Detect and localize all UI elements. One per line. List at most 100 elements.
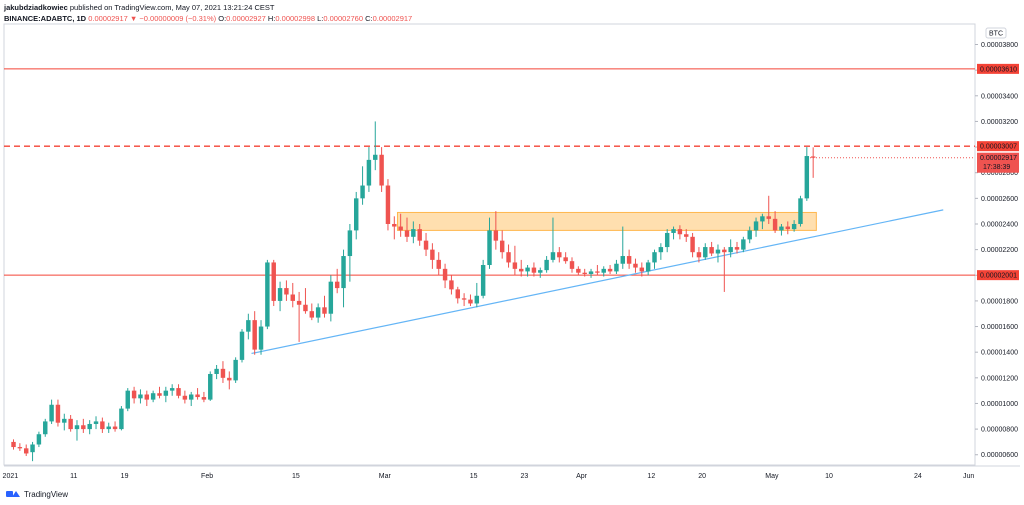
time-tick-label: 15	[470, 473, 478, 480]
candle-body	[411, 229, 416, 237]
candle-body	[157, 393, 162, 396]
level-price-label: 0.00003007	[980, 144, 1017, 151]
candle-body	[487, 230, 492, 266]
time-tick-label: 19	[121, 473, 129, 480]
candle-body	[182, 395, 188, 400]
countdown-label: 17:38:39	[983, 164, 1010, 171]
candle-body	[55, 404, 61, 423]
author-name[interactable]: jakubdziadkowiec	[4, 3, 68, 12]
candle-body	[246, 320, 251, 332]
candle-body	[557, 252, 562, 258]
candle-body	[658, 247, 664, 253]
candle-body	[328, 281, 334, 314]
candle-body	[341, 256, 346, 289]
time-tick-label: 20	[698, 473, 706, 480]
tradingview-brand: TradingView	[24, 489, 69, 499]
candle-body	[607, 268, 613, 272]
candle-body	[81, 425, 86, 430]
last-price-label: 0.00002917	[980, 155, 1017, 162]
candle-body	[563, 257, 568, 262]
candle-body	[474, 295, 480, 304]
consolidation-zone-layer	[396, 211, 817, 231]
time-tick-label: 10	[825, 473, 833, 480]
candle-body	[449, 280, 454, 290]
candle-body	[639, 267, 645, 272]
candle-body	[785, 226, 791, 230]
time-tick-label: Apr	[576, 473, 588, 480]
candle-body	[379, 154, 384, 186]
publish-info: published on TradingView.com, May 07, 20…	[69, 3, 275, 12]
level-price-badge	[977, 141, 1019, 152]
candle-body	[734, 247, 740, 250]
candle-body	[131, 390, 137, 399]
price-tick-label: 0.00002800	[981, 170, 1018, 177]
candle-body	[480, 265, 486, 296]
consolidation-zone	[396, 211, 817, 231]
price-tick-label: 0.00000600	[981, 452, 1018, 459]
candle-body	[760, 216, 765, 222]
candle-body	[620, 256, 625, 264]
time-tick-label: 23	[521, 473, 529, 480]
close-value: 0.00002917	[372, 14, 413, 23]
candle-body	[233, 359, 238, 381]
symbol-label[interactable]: BINANCE:ADABTC, 1D	[4, 14, 87, 23]
price-axis[interactable]: 0.000038000.000036000.000034000.00003200…	[975, 27, 1018, 459]
candle-body	[766, 216, 771, 219]
candle-body	[87, 423, 92, 430]
candle-body	[138, 394, 143, 399]
candle-body	[373, 154, 378, 160]
price-tick-label: 0.00001200	[981, 375, 1018, 382]
price-tick-label: 0.00001400	[981, 350, 1018, 357]
candle-body	[290, 294, 295, 301]
candle-body	[322, 307, 327, 314]
candle-body	[398, 226, 403, 231]
candle-body	[347, 230, 353, 257]
price-tick-label: 0.00003400	[981, 93, 1018, 100]
currency-badge-label: BTC	[989, 31, 1003, 38]
candle-body	[684, 234, 689, 237]
last-price-badge	[977, 152, 1019, 173]
candle-body	[315, 307, 321, 318]
price-tick-label: 0.00002200	[981, 247, 1018, 254]
level-price-label: 0.00002001	[980, 273, 1017, 280]
currency-badge	[985, 27, 1007, 39]
candle-body	[43, 421, 48, 435]
level-price-badge	[977, 63, 1019, 74]
candle-body	[277, 288, 283, 301]
candle-body	[506, 252, 511, 263]
candle-body	[798, 198, 803, 224]
candle-body	[741, 239, 746, 250]
price-tick-label: 0.00003800	[981, 42, 1018, 49]
candle-body	[163, 390, 169, 396]
candle-body	[569, 261, 575, 269]
candle-body	[404, 230, 410, 237]
candle-body	[709, 247, 714, 254]
tradingview-footer[interactable]: TradingView	[6, 489, 68, 499]
candle-body	[220, 368, 226, 378]
candle-body	[74, 425, 80, 430]
candle-body	[652, 252, 657, 263]
candle-body	[360, 185, 365, 199]
candle-body	[188, 394, 194, 400]
candle-body	[525, 267, 530, 272]
price-change: ▼ −0.00000009 (−0.31%)	[129, 14, 217, 23]
candle-body	[303, 304, 308, 312]
candle-body	[201, 397, 207, 400]
candle-body	[461, 298, 467, 300]
publish-line: jakubdziadkowiec published on TradingVie…	[4, 2, 412, 13]
candle-body	[626, 256, 632, 264]
candle-body	[354, 198, 359, 231]
close-label: C:	[365, 14, 373, 23]
candle-body	[214, 368, 219, 374]
level-price-label: 0.00003610	[980, 66, 1017, 73]
candle-body	[208, 373, 213, 400]
candle-body	[169, 388, 175, 391]
high-value: 0.00002998	[275, 14, 316, 23]
time-tick-label: 11	[70, 473, 77, 480]
tradingview-logo-icon	[6, 489, 20, 499]
time-axis[interactable]: 2021 11 19 Feb 15 Mar 15 23 Apr 12 20 May 10 24 Jun	[3, 473, 975, 480]
price-tick-label: 0.00000800	[981, 427, 1018, 434]
candle-body	[334, 281, 340, 289]
candle-body	[284, 288, 289, 295]
